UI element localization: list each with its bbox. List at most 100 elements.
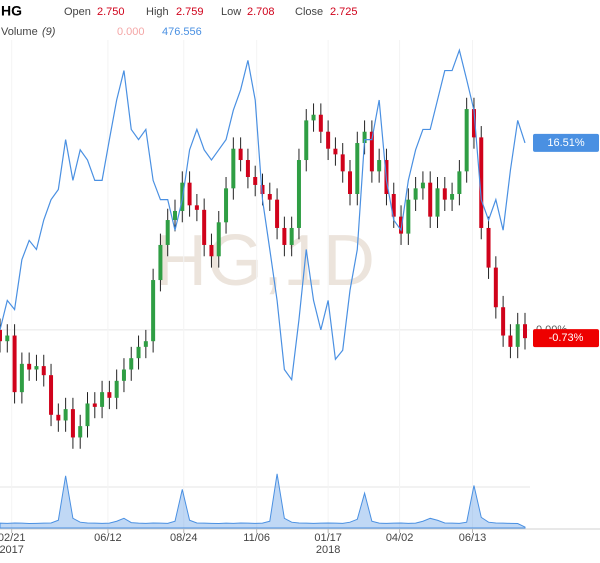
candle-body xyxy=(114,380,119,398)
year-label: 2018 xyxy=(316,544,340,556)
candle-body xyxy=(129,358,134,370)
high-value: 2.759 xyxy=(176,6,204,18)
candle-body xyxy=(340,154,345,172)
volume-ma: 0.000 xyxy=(117,26,145,38)
candle-body xyxy=(63,409,68,421)
high-label: High xyxy=(146,6,169,18)
candle-body xyxy=(523,324,527,339)
candle-body xyxy=(253,177,258,185)
candle-body xyxy=(5,335,10,342)
candle-body xyxy=(70,409,75,438)
candle-body xyxy=(12,335,17,393)
candle-body xyxy=(209,244,214,257)
candle-body xyxy=(282,227,287,245)
candle-body xyxy=(78,426,83,438)
candle-body xyxy=(224,188,229,223)
candle-body xyxy=(471,109,476,138)
last-value-label: 16.51% xyxy=(547,137,585,149)
candle-body xyxy=(100,392,105,407)
candle-body xyxy=(231,148,236,189)
volume-last: 476.556 xyxy=(162,26,202,38)
candle-body xyxy=(413,188,418,200)
x-tick-label: 04/02 xyxy=(386,532,414,544)
low-label: Low xyxy=(221,6,241,18)
candle-body xyxy=(355,143,360,194)
last-value-box xyxy=(533,133,599,152)
year-label: 2017 xyxy=(0,544,24,556)
candle-body xyxy=(187,182,192,206)
candle-body xyxy=(486,227,491,268)
watermark: HG,1D xyxy=(155,221,375,301)
candle-body xyxy=(165,220,170,245)
candle-body xyxy=(143,341,148,347)
candle-body xyxy=(311,114,316,121)
volume-param: (9) xyxy=(42,26,56,38)
candle-body xyxy=(260,184,265,194)
close-value: 2.725 xyxy=(330,6,358,18)
candle-body xyxy=(333,148,338,155)
candle-body xyxy=(457,171,462,194)
candle-body xyxy=(304,120,309,161)
x-tick-label: 01/17 xyxy=(314,532,342,544)
candle-body xyxy=(216,222,221,257)
x-tick-label: 06/12 xyxy=(94,532,122,544)
candle-body xyxy=(19,363,24,393)
low-value: 2.708 xyxy=(247,6,275,18)
open-value: 2.750 xyxy=(97,6,125,18)
candle-body xyxy=(296,160,301,228)
candle-body xyxy=(493,267,498,308)
compare-line xyxy=(0,48,526,382)
candle-body xyxy=(391,193,396,217)
candle-body xyxy=(501,307,506,336)
last-value-box xyxy=(533,329,599,348)
candle-body xyxy=(406,199,411,234)
candle-body xyxy=(92,403,97,407)
candle-body xyxy=(435,188,440,217)
candle-body xyxy=(442,188,447,200)
candle-body xyxy=(27,363,32,370)
candle-body xyxy=(450,193,455,200)
candle-body xyxy=(121,369,126,381)
x-tick-label: 06/13 xyxy=(459,532,487,544)
candle-body xyxy=(464,109,469,172)
candle-body xyxy=(362,131,367,144)
x-tick-label: 11/06 xyxy=(243,532,270,544)
candle-body xyxy=(49,375,54,415)
candle-body xyxy=(267,193,272,200)
candle-body xyxy=(377,160,382,172)
candle-body xyxy=(420,182,425,189)
candle-body xyxy=(348,171,352,194)
candle-body xyxy=(369,131,374,172)
candle-body xyxy=(56,414,61,421)
candle-body xyxy=(85,403,90,427)
candle-body xyxy=(151,280,156,342)
candle-body xyxy=(326,131,331,149)
candle-body xyxy=(194,205,199,210)
last-value-label: -0.73% xyxy=(549,332,584,344)
candle-body xyxy=(136,346,141,359)
candle-body xyxy=(508,335,513,347)
candle-body xyxy=(275,199,280,228)
candle-body xyxy=(515,324,520,347)
candle-body xyxy=(238,148,243,161)
volume-area xyxy=(0,473,526,529)
candle-body xyxy=(173,210,177,221)
candle-body xyxy=(0,329,2,342)
candle-body xyxy=(107,392,112,398)
candle-body xyxy=(158,244,163,281)
candle-body xyxy=(318,114,323,132)
x-tick-label: 08/24 xyxy=(170,532,198,544)
symbol: HG xyxy=(1,3,22,19)
candle-body xyxy=(428,182,433,217)
candle-body xyxy=(289,227,294,245)
candle-body xyxy=(41,366,46,376)
candle-body xyxy=(202,209,207,245)
volume-label: Volume xyxy=(1,26,38,38)
open-label: Open xyxy=(64,6,91,18)
candle-body xyxy=(34,366,39,370)
candle-body xyxy=(399,216,404,234)
candle-body xyxy=(479,137,484,228)
close-label: Close xyxy=(295,6,323,18)
